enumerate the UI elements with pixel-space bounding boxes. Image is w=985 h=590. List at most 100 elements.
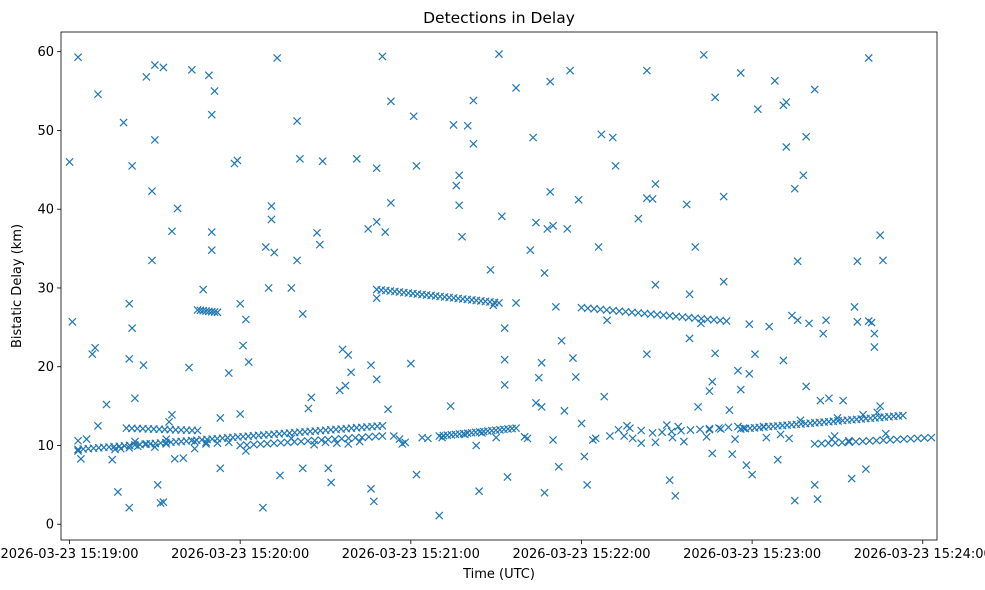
data-point — [583, 480, 592, 489]
y-tick-label: 0 — [46, 518, 54, 533]
data-point — [839, 396, 848, 405]
data-point — [816, 396, 825, 405]
data-point — [844, 436, 853, 445]
data-point — [770, 76, 779, 85]
data-point — [315, 240, 324, 249]
data-point — [705, 425, 714, 434]
y-tick-label: 60 — [37, 45, 54, 60]
data-point — [406, 359, 415, 368]
data-point — [372, 375, 381, 384]
data-point — [646, 310, 655, 319]
plot-frame — [60, 31, 938, 541]
data-point — [412, 470, 421, 479]
data-point — [170, 454, 179, 463]
data-point — [179, 454, 188, 463]
data-point — [810, 439, 819, 448]
data-point — [258, 503, 267, 512]
data-point — [568, 354, 577, 363]
data-point — [873, 408, 882, 417]
data-point — [831, 438, 840, 447]
data-point — [344, 350, 353, 359]
data-point — [389, 432, 398, 441]
data-point — [651, 438, 660, 447]
data-point — [295, 154, 304, 163]
data-point — [733, 366, 742, 375]
data-point — [386, 198, 395, 207]
data-point — [716, 316, 725, 325]
data-point — [455, 171, 464, 180]
data-point — [913, 434, 922, 443]
data-point — [116, 444, 125, 453]
data-point — [615, 307, 624, 316]
data-point — [386, 97, 395, 106]
data-point — [739, 424, 748, 433]
data-point — [719, 277, 728, 286]
data-point — [184, 363, 194, 372]
data-point — [672, 312, 681, 321]
data-point — [560, 406, 569, 415]
data-point — [193, 426, 202, 435]
data-point — [711, 93, 720, 102]
data-point — [566, 66, 575, 75]
data-point — [241, 315, 250, 324]
data-point — [742, 461, 751, 470]
data-point — [472, 441, 481, 450]
data-point — [364, 224, 373, 233]
data-point — [591, 434, 600, 443]
data-point — [577, 419, 586, 428]
data-point — [304, 404, 313, 413]
y-tick-label: 30 — [37, 281, 54, 296]
data-point — [256, 440, 265, 449]
data-point — [824, 394, 833, 403]
x-axis-label: Time (UTC) — [462, 567, 535, 582]
data-point — [674, 422, 683, 431]
data-point — [344, 434, 353, 443]
data-point — [853, 257, 862, 266]
data-point — [167, 227, 176, 236]
data-point — [790, 184, 799, 193]
data-point — [603, 316, 612, 325]
data-point — [381, 228, 390, 237]
data-point — [534, 373, 543, 382]
data-point — [640, 309, 649, 318]
data-point — [503, 472, 512, 482]
data-point — [378, 432, 387, 441]
data-point — [782, 142, 791, 152]
data-point — [694, 402, 703, 411]
data-point — [207, 246, 216, 255]
data-point — [699, 50, 708, 59]
data-point — [782, 98, 791, 107]
data-point — [88, 350, 97, 359]
data-point — [74, 436, 83, 445]
data-point — [634, 308, 643, 317]
data-point — [690, 314, 700, 323]
data-point — [787, 311, 796, 320]
data-point — [750, 350, 759, 359]
data-point — [714, 423, 723, 433]
data-point — [762, 433, 771, 442]
data-point — [590, 304, 599, 313]
data-point — [435, 511, 444, 520]
data-point — [190, 444, 199, 453]
data-point — [728, 450, 737, 459]
data-point — [497, 212, 506, 221]
data-point — [708, 449, 717, 458]
data-point — [574, 195, 583, 204]
data-point — [249, 440, 258, 449]
data-point — [150, 61, 159, 70]
data-point — [703, 315, 712, 324]
data-point — [512, 424, 521, 433]
data-point — [549, 435, 558, 444]
data-point — [492, 433, 501, 442]
data-point — [500, 355, 509, 364]
data-point — [602, 305, 611, 315]
data-point — [906, 434, 915, 443]
data-point — [125, 443, 134, 452]
data-point — [307, 393, 316, 402]
data-point — [725, 406, 734, 415]
data-point — [824, 439, 833, 448]
data-point — [276, 438, 285, 447]
data-point — [147, 187, 157, 196]
data-point — [722, 317, 731, 326]
data-point — [207, 228, 216, 237]
